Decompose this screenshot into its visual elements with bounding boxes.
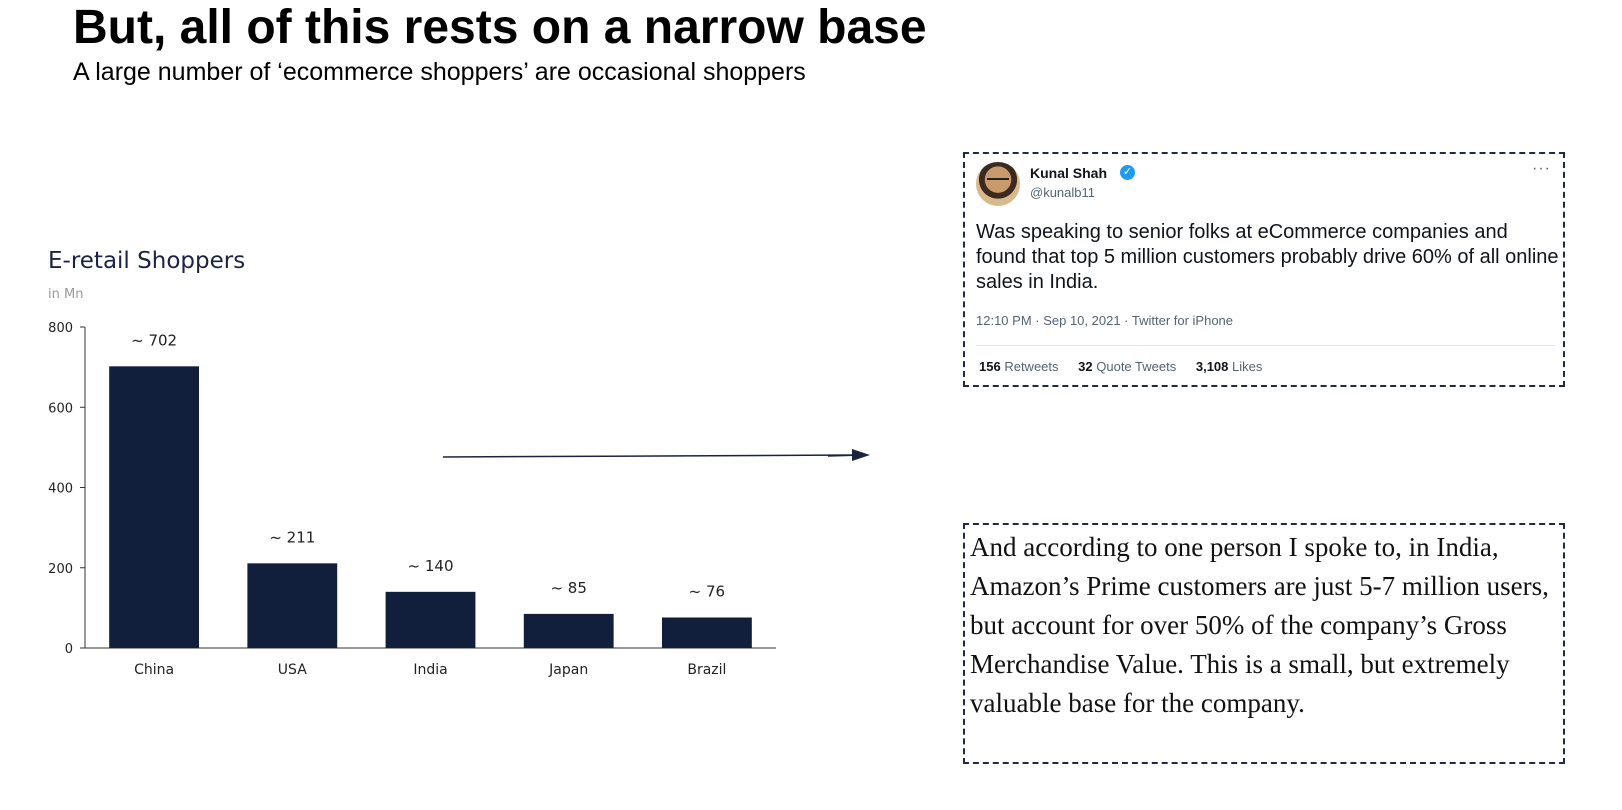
chart-title: E-retail Shoppers [48, 248, 245, 274]
chart-unit-label: in Mn [48, 287, 83, 302]
verified-badge-icon: ✓ [1120, 165, 1135, 180]
bar [523, 613, 614, 648]
more-options-icon[interactable]: ··· [1532, 160, 1551, 177]
bar [109, 366, 200, 648]
bar [661, 617, 752, 648]
bar [247, 563, 338, 648]
retweets-stat[interactable]: 156 Retweets [979, 359, 1059, 374]
category-label: USA [278, 662, 307, 678]
tweet-divider [976, 345, 1555, 346]
quote-box: And according to one person I spoke to, … [963, 523, 1565, 764]
category-label: India [413, 662, 447, 678]
bar [385, 591, 476, 648]
arrow-line [442, 454, 856, 458]
y-tick-label: 0 [65, 642, 73, 657]
likes-label: Likes [1232, 359, 1263, 374]
slide-title: But, all of this rests on a narrow base [73, 1, 927, 54]
tweet-timestamp: 12:10 PM · Sep 10, 2021 · Twitter for iP… [976, 313, 1234, 328]
y-tick-label: 600 [48, 401, 73, 416]
tweet-stats: 156 Retweets 32 Quote Tweets 3,108 Likes [979, 359, 1278, 374]
y-tick-label: 400 [48, 482, 73, 497]
category-label: Japan [548, 662, 588, 678]
data-label: ~ 211 [269, 528, 315, 546]
data-label: ~ 85 [550, 579, 586, 597]
y-tick-label: 800 [48, 321, 73, 336]
likes-stat[interactable]: 3,108 Likes [1196, 359, 1263, 374]
data-label: ~ 76 [689, 583, 725, 601]
arrow-head-icon [852, 449, 870, 461]
tweet-handle: @kunalb11 [1030, 185, 1095, 200]
tweet-card: Kunal Shah ✓ @kunalb11 ··· Was speaking … [963, 152, 1565, 387]
slide-subtitle: A large number of ‘ecommerce shoppers’ a… [73, 58, 806, 86]
retweets-label: Retweets [1004, 359, 1059, 374]
retweets-count: 156 [979, 359, 1001, 374]
tweet-text: Was speaking to senior folks at eCommerc… [976, 221, 1559, 293]
quote-tweets-label: Quote Tweets [1096, 359, 1177, 374]
data-label: ~ 140 [408, 557, 454, 575]
quote-tweets-stat[interactable]: 32 Quote Tweets [1078, 359, 1176, 374]
category-label: Brazil [687, 662, 726, 678]
avatar [976, 162, 1020, 206]
likes-count: 3,108 [1195, 359, 1229, 374]
data-label: ~ 702 [131, 331, 177, 349]
quote-tweets-count: 32 [1078, 359, 1093, 374]
tweet-author-name: Kunal Shah [1030, 165, 1108, 181]
category-label: China [134, 662, 174, 678]
y-tick-label: 200 [48, 562, 73, 577]
